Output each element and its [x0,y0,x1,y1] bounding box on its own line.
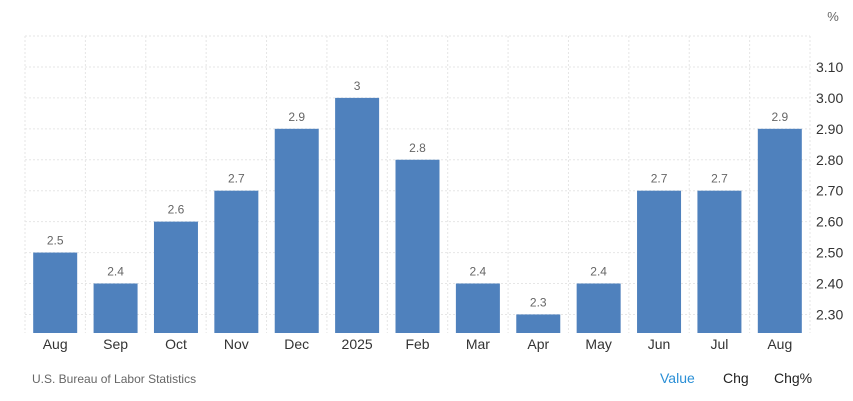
x-tick-label: Oct [165,336,187,352]
y-tick-label: 2.50 [816,245,843,261]
bar-chart: 2.5 2.4 2.6 2.7 2.9 3 2.8 2.4 2.3 2.4 2.7 2.7 2.9 Au… [24,9,843,352]
x-tick-label: Aug [767,336,792,352]
x-tick-label: Mar [466,336,490,352]
x-tick-label: Jul [710,336,728,352]
bar[interactable] [395,159,440,333]
bar-value-label: 2.4 [470,265,487,279]
bar-value-label: 3 [354,79,361,93]
bar-value-label: 2.8 [409,141,426,155]
x-tick-label: Feb [405,336,429,352]
bar[interactable] [214,190,259,333]
x-axis-ticks: Aug Sep Oct Nov Dec 2025 Feb Mar Apr May Jun Jul Aug [43,336,793,352]
toggle-value[interactable]: Value [660,370,695,386]
y-tick-label: 3.00 [816,90,843,106]
bar[interactable] [153,221,198,333]
bars [33,97,802,334]
bar-value-label: 2.4 [107,265,124,279]
toggle-chg-percent[interactable]: Chg% [774,370,813,386]
bar[interactable] [516,314,561,333]
bar[interactable] [33,252,78,333]
y-axis-unit: % [827,9,839,24]
bar-value-label: 2.5 [47,234,64,248]
chart-footer: U.S. Bureau of Labor Statistics Value Ch… [0,366,853,394]
toggle-chg[interactable]: Chg [723,370,749,386]
bar[interactable] [637,190,682,333]
bar[interactable] [697,190,742,333]
bar[interactable] [93,283,138,334]
bar[interactable] [335,97,380,333]
y-tick-label: 2.30 [816,306,843,322]
bar-value-label: 2.9 [288,110,305,124]
bar-value-label: 2.7 [651,172,668,186]
y-axis-ticks: 2.30 2.40 2.50 2.60 2.70 2.80 2.90 3.00 3.10 [816,59,843,323]
y-tick-label: 2.60 [816,214,843,230]
bar-value-label: 2.3 [530,295,547,309]
y-tick-label: 2.40 [816,276,843,292]
x-tick-label: Apr [527,336,549,352]
bar-value-label: 2.7 [711,172,728,186]
bar[interactable] [455,283,500,334]
x-tick-label: Nov [224,336,249,352]
bar-value-label: 2.7 [228,172,245,186]
bar[interactable] [757,128,802,333]
x-tick-label: Dec [284,336,309,352]
x-tick-label: Jun [648,336,671,352]
bar-value-label: 2.6 [168,203,185,217]
y-tick-label: 2.80 [816,152,843,168]
bar-value-label: 2.9 [771,110,788,124]
bar[interactable] [576,283,621,334]
bar-value-label: 2.4 [590,265,607,279]
x-tick-label: Sep [103,336,128,352]
bar[interactable] [274,128,319,333]
y-tick-label: 3.10 [816,59,843,75]
x-tick-label: May [585,336,611,352]
x-tick-label: Aug [43,336,68,352]
source-credit: U.S. Bureau of Labor Statistics [32,372,197,386]
y-tick-label: 2.70 [816,183,843,199]
x-tick-label: 2025 [342,336,373,352]
y-tick-label: 2.90 [816,121,843,137]
data-labels: 2.5 2.4 2.6 2.7 2.9 3 2.8 2.4 2.3 2.4 2.7 2.7 2.9 [47,79,789,310]
